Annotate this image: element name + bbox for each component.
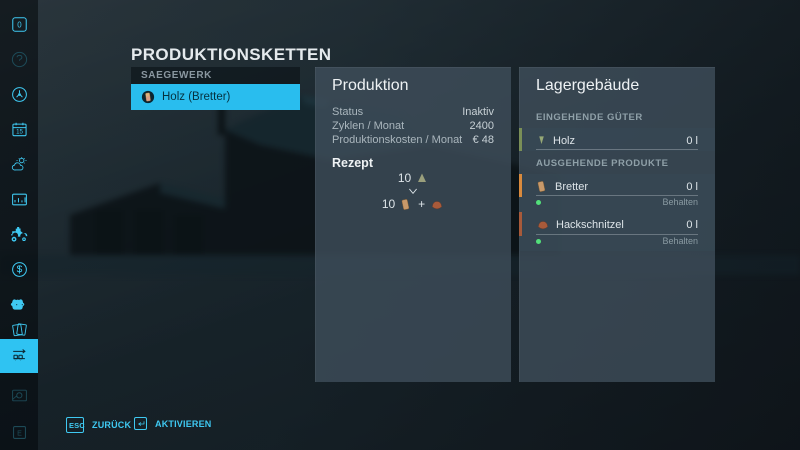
svg-text:0: 0 <box>17 20 22 29</box>
svg-text:15: 15 <box>16 128 23 135</box>
svg-text:E: E <box>17 429 22 437</box>
